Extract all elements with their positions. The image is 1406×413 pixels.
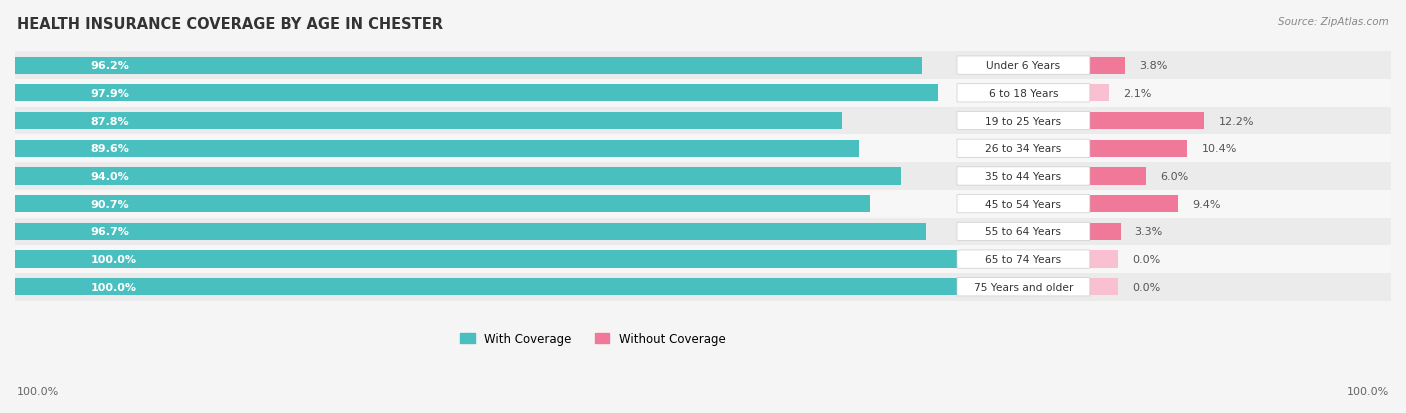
Bar [15, 140, 859, 157]
Bar [15, 251, 957, 268]
Bar [15, 168, 901, 185]
FancyBboxPatch shape [957, 85, 1090, 103]
Bar [15, 52, 1391, 80]
FancyBboxPatch shape [957, 278, 1090, 296]
Text: 9.4%: 9.4% [1192, 199, 1220, 209]
Bar [15, 278, 957, 296]
Text: 12.2%: 12.2% [1219, 116, 1254, 126]
Text: 96.7%: 96.7% [90, 227, 129, 237]
Bar [15, 196, 870, 213]
Bar [1090, 278, 1118, 296]
Legend: With Coverage, Without Coverage: With Coverage, Without Coverage [456, 328, 730, 350]
Text: 96.2%: 96.2% [90, 61, 129, 71]
Text: 100.0%: 100.0% [17, 387, 59, 396]
Bar [15, 80, 1391, 107]
Text: Source: ZipAtlas.com: Source: ZipAtlas.com [1278, 17, 1389, 26]
Text: 87.8%: 87.8% [90, 116, 129, 126]
Bar [1090, 251, 1118, 268]
Text: 90.7%: 90.7% [90, 199, 129, 209]
Text: 0.0%: 0.0% [1132, 254, 1160, 264]
Text: 3.3%: 3.3% [1135, 227, 1163, 237]
Bar [1090, 140, 1188, 157]
Text: 10.4%: 10.4% [1202, 144, 1237, 154]
Text: 100.0%: 100.0% [1347, 387, 1389, 396]
Text: 26 to 34 Years: 26 to 34 Years [986, 144, 1062, 154]
Bar [15, 85, 938, 102]
Text: 89.6%: 89.6% [90, 144, 129, 154]
FancyBboxPatch shape [957, 195, 1090, 213]
Text: 55 to 64 Years: 55 to 64 Years [986, 227, 1062, 237]
Text: 3.8%: 3.8% [1139, 61, 1168, 71]
Bar [15, 246, 1391, 273]
Text: 75 Years and older: 75 Years and older [974, 282, 1073, 292]
Text: 2.1%: 2.1% [1123, 89, 1152, 99]
Bar [1090, 223, 1121, 240]
FancyBboxPatch shape [957, 57, 1090, 75]
Bar [15, 218, 1391, 246]
Text: Under 6 Years: Under 6 Years [987, 61, 1060, 71]
Text: 100.0%: 100.0% [90, 254, 136, 264]
FancyBboxPatch shape [957, 250, 1090, 268]
Text: 19 to 25 Years: 19 to 25 Years [986, 116, 1062, 126]
Bar [15, 273, 1391, 301]
Text: 45 to 54 Years: 45 to 54 Years [986, 199, 1062, 209]
Text: 97.9%: 97.9% [90, 89, 129, 99]
Text: 6.0%: 6.0% [1160, 171, 1188, 182]
Text: 0.0%: 0.0% [1132, 282, 1160, 292]
Bar [15, 223, 927, 240]
Text: 100.0%: 100.0% [90, 282, 136, 292]
Bar [1090, 85, 1109, 102]
Bar [1090, 168, 1146, 185]
Text: 35 to 44 Years: 35 to 44 Years [986, 171, 1062, 182]
Bar [15, 107, 1391, 135]
Bar [1090, 113, 1205, 130]
Text: HEALTH INSURANCE COVERAGE BY AGE IN CHESTER: HEALTH INSURANCE COVERAGE BY AGE IN CHES… [17, 17, 443, 31]
FancyBboxPatch shape [957, 112, 1090, 131]
Bar [1090, 57, 1125, 74]
FancyBboxPatch shape [957, 167, 1090, 186]
Text: 65 to 74 Years: 65 to 74 Years [986, 254, 1062, 264]
FancyBboxPatch shape [957, 140, 1090, 158]
Bar [15, 57, 922, 74]
Bar [1090, 196, 1178, 213]
Text: 94.0%: 94.0% [90, 171, 129, 182]
Bar [15, 113, 842, 130]
Bar [15, 135, 1391, 163]
FancyBboxPatch shape [957, 223, 1090, 241]
Bar [15, 163, 1391, 190]
Text: 6 to 18 Years: 6 to 18 Years [988, 89, 1059, 99]
Bar [15, 190, 1391, 218]
